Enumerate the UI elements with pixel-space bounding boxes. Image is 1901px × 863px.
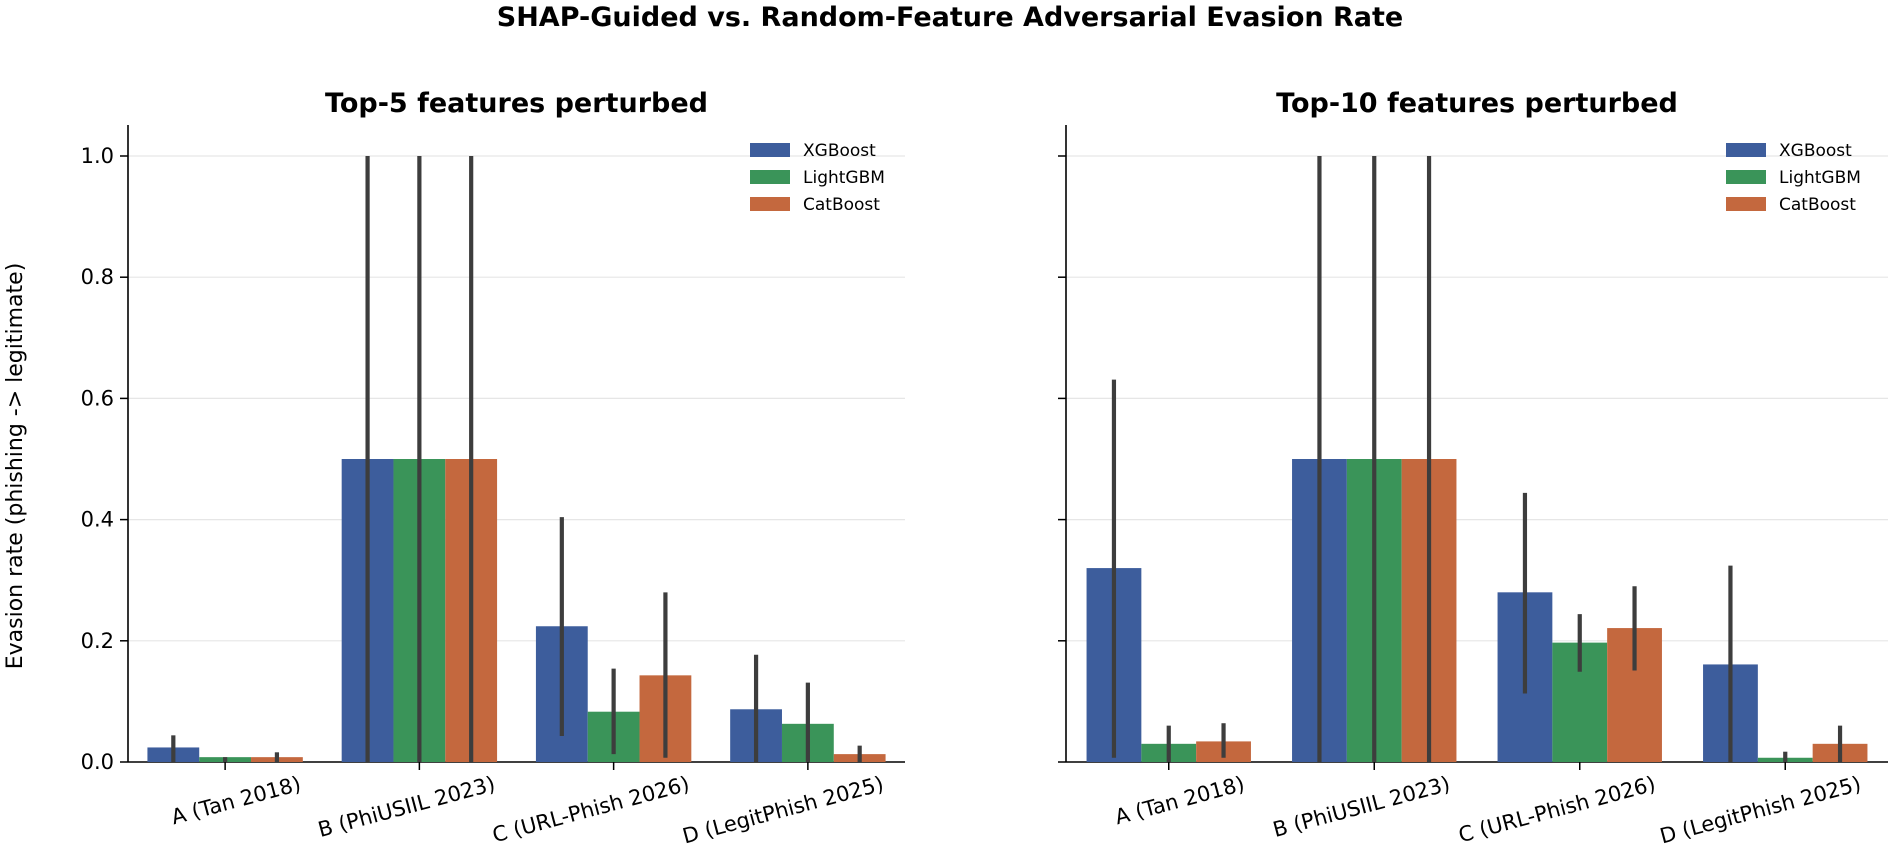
legend-label: LightGBM: [803, 168, 885, 188]
legend-label: XGBoost: [803, 141, 876, 161]
legend-swatch-catboost: [750, 197, 790, 211]
figure-title: SHAP-Guided vs. Random-Feature Adversari…: [497, 2, 1403, 33]
x-tick-label: B (PhiUSIIL 2023): [315, 772, 497, 842]
chart-panel-top10: Top-10 features perturbed A (Tan 2018) B (…: [1058, 88, 1888, 848]
x-tick-label: A (Tan 2018): [169, 772, 304, 830]
legend-swatch-lightgbm: [750, 170, 790, 184]
legend-swatch-xgboost: [750, 143, 790, 157]
y-tick-label: 0.6: [81, 386, 114, 410]
legend-label: XGBoost: [1779, 141, 1852, 161]
x-tick-label: D (LegitPhish 2025): [1657, 772, 1863, 849]
panel-title: Top-10 features perturbed: [1276, 88, 1678, 119]
panel-title: Top-5 features perturbed: [325, 88, 708, 119]
chart-panel-top5: Top-5 features perturbed 0.0 0.2 0.4 0.6 0.8 1…: [81, 88, 905, 848]
y-tick-label: 0.0: [81, 750, 114, 774]
y-tick-label: 0.4: [81, 508, 114, 532]
x-tick-label: C (URL-Phish 2026): [1456, 772, 1658, 848]
legend: XGBoost LightGBM CatBoost: [1726, 141, 1861, 215]
legend-swatch-xgboost: [1726, 143, 1766, 157]
legend-swatch-catboost: [1726, 197, 1766, 211]
legend-label: CatBoost: [803, 195, 880, 215]
legend: XGBoost LightGBM CatBoost: [750, 141, 885, 215]
y-tick-label: 0.2: [81, 629, 114, 653]
x-tick-label: A (Tan 2018): [1112, 772, 1247, 830]
x-tick-label: B (PhiUSIIL 2023): [1270, 772, 1452, 842]
x-tick-label: D (LegitPhish 2025): [680, 772, 886, 849]
legend-swatch-lightgbm: [1726, 170, 1766, 184]
legend-label: CatBoost: [1779, 195, 1856, 215]
x-tick-label: C (URL-Phish 2026): [490, 772, 692, 848]
y-tick-label: 1.0: [81, 144, 114, 168]
y-tick-label: 0.8: [81, 265, 114, 289]
y-axis-label: Evasion rate (phishing -> legitimate): [3, 263, 28, 670]
legend-label: LightGBM: [1779, 168, 1861, 188]
